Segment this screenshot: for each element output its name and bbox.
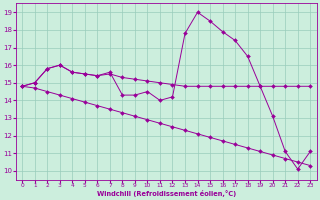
X-axis label: Windchill (Refroidissement éolien,°C): Windchill (Refroidissement éolien,°C) bbox=[97, 190, 236, 197]
